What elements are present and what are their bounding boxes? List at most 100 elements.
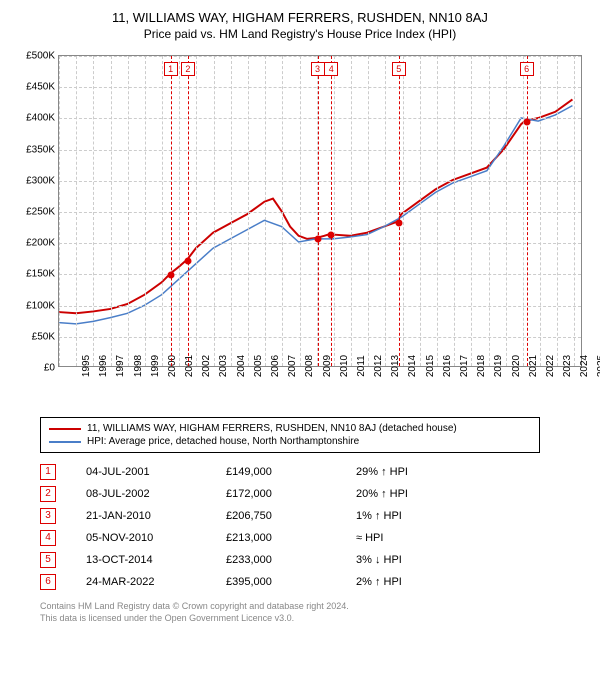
legend: 11, WILLIAMS WAY, HIGHAM FERRERS, RUSHDE…	[40, 417, 540, 453]
sales-date: 13-OCT-2014	[86, 554, 226, 566]
y-axis-label: £0	[44, 363, 59, 374]
sales-date: 05-NOV-2010	[86, 532, 226, 544]
y-axis-label: £250K	[26, 207, 59, 218]
y-axis-label: £350K	[26, 144, 59, 155]
sale-marker-dot	[184, 257, 191, 264]
sale-marker-dot	[167, 272, 174, 279]
gridline-v	[59, 56, 60, 366]
title-block: 11, WILLIAMS WAY, HIGHAM FERRERS, RUSHDE…	[10, 10, 590, 41]
sales-row: 208-JUL-2002£172,00020% ↑ HPI	[40, 483, 560, 505]
gridline-h	[59, 212, 581, 213]
sale-marker-line	[331, 56, 332, 366]
chart-container: £0 £50K £100K £150K £200K £250K £300K £350K £400…	[10, 47, 590, 407]
gridline-v	[506, 56, 507, 366]
y-axis-label: £200K	[26, 238, 59, 249]
chart-title: 11, WILLIAMS WAY, HIGHAM FERRERS, RUSHDE…	[10, 10, 590, 25]
sale-marker-box: 3	[311, 62, 325, 76]
gridline-h	[59, 118, 581, 119]
sales-row: 5 13-OCT-2014£233,0003% ↓ HPI	[40, 549, 560, 571]
gridline-h	[59, 150, 581, 151]
legend-swatch	[49, 428, 81, 430]
sales-price: £149,000	[226, 466, 356, 478]
legend-swatch	[49, 441, 81, 443]
x-axis-label: 2025	[574, 355, 600, 377]
sale-marker-dot	[314, 235, 321, 242]
sale-marker-line	[527, 56, 528, 366]
footer-line1: Contains HM Land Registry data © Crown c…	[40, 601, 590, 613]
sales-index-box: 3	[40, 508, 56, 524]
y-axis-label: £100K	[26, 300, 59, 311]
legend-row: 11, WILLIAMS WAY, HIGHAM FERRERS, RUSHDE…	[49, 422, 531, 435]
gridline-v	[351, 56, 352, 366]
sale-marker-box: 1	[164, 62, 178, 76]
sales-date: 24-MAR-2022	[86, 576, 226, 588]
sale-marker-box: 5	[392, 62, 406, 76]
sales-row: 624-MAR-2022£395,0002% ↑ HPI	[40, 571, 560, 593]
gridline-h	[59, 243, 581, 244]
gridline-v	[437, 56, 438, 366]
gridline-h	[59, 274, 581, 275]
chart-lines	[59, 56, 581, 366]
sale-marker-box: 6	[520, 62, 534, 76]
sale-marker-line	[171, 56, 172, 366]
sales-price: £233,000	[226, 554, 356, 566]
sale-marker-line	[188, 56, 189, 366]
sales-row: 405-NOV-2010£213,000≈ HPI	[40, 527, 560, 549]
gridline-h	[59, 56, 581, 57]
plot-area: £0£50K£100K£150K£200K£250K£300K£350K£400…	[58, 55, 582, 367]
sales-hpi: 1% ↑ HPI	[356, 510, 496, 522]
gridline-h	[59, 337, 581, 338]
gridline-v	[523, 56, 524, 366]
sales-index-box: 1	[40, 464, 56, 480]
footer-line2: This data is licensed under the Open Gov…	[40, 613, 590, 625]
gridline-h	[59, 306, 581, 307]
gridline-v	[179, 56, 180, 366]
gridline-v	[76, 56, 77, 366]
y-axis-label: £300K	[26, 175, 59, 186]
sale-marker-line	[399, 56, 400, 366]
y-axis-label: £150K	[26, 269, 59, 280]
gridline-v	[334, 56, 335, 366]
sale-marker-box: 2	[181, 62, 195, 76]
sales-index-box: 5	[40, 552, 56, 568]
sale-marker-dot	[395, 219, 402, 226]
sales-price: £395,000	[226, 576, 356, 588]
gridline-v	[368, 56, 369, 366]
gridline-v	[420, 56, 421, 366]
gridline-h	[59, 87, 581, 88]
sales-hpi: 29% ↑ HPI	[356, 466, 496, 478]
gridline-v	[93, 56, 94, 366]
gridline-v	[162, 56, 163, 366]
y-axis-label: £400K	[26, 113, 59, 124]
gridline-v	[111, 56, 112, 366]
sales-hpi: 3% ↓ HPI	[356, 554, 496, 566]
gridline-v	[282, 56, 283, 366]
gridline-v	[403, 56, 404, 366]
gridline-v	[145, 56, 146, 366]
gridline-v	[540, 56, 541, 366]
sales-index-box: 2	[40, 486, 56, 502]
y-axis-label: £500K	[26, 51, 59, 62]
sales-index-box: 6	[40, 574, 56, 590]
sales-date: 21-JAN-2010	[86, 510, 226, 522]
sale-marker-line	[318, 56, 319, 366]
gridline-h	[59, 181, 581, 182]
sales-price: £172,000	[226, 488, 356, 500]
gridline-v	[128, 56, 129, 366]
chart-subtitle: Price paid vs. HM Land Registry's House …	[10, 27, 590, 41]
sales-index-box: 4	[40, 530, 56, 546]
sales-date: 04-JUL-2001	[86, 466, 226, 478]
gridline-v	[557, 56, 558, 366]
gridline-v	[385, 56, 386, 366]
y-axis-label: £50K	[32, 331, 59, 342]
sale-marker-dot	[523, 118, 530, 125]
sale-marker-box: 4	[324, 62, 338, 76]
gridline-v	[300, 56, 301, 366]
sale-marker-dot	[328, 232, 335, 239]
sales-row: 1 04-JUL-2001£149,00029% ↑ HPI	[40, 461, 560, 483]
gridline-v	[471, 56, 472, 366]
legend-label: HPI: Average price, detached house, Nort…	[87, 436, 359, 447]
gridline-v	[248, 56, 249, 366]
gridline-v	[196, 56, 197, 366]
gridline-v	[231, 56, 232, 366]
